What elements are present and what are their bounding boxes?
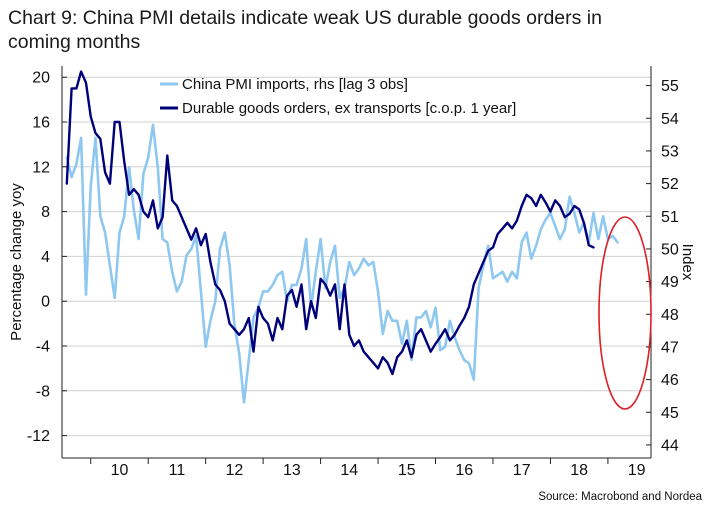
y-tick-label: 8 xyxy=(41,204,50,221)
y2-tick-label: 46 xyxy=(661,372,679,389)
y-tick-label: -12 xyxy=(27,428,50,445)
y2-tick-label: 53 xyxy=(661,143,679,160)
series-lines xyxy=(65,70,619,404)
chart-title-line-1: Chart 9: China PMI details indicate weak… xyxy=(8,7,602,29)
y2-tick-label: 44 xyxy=(661,437,679,454)
series-line-durable-goods-orders xyxy=(65,70,595,376)
source-note: Source: Macrobond and Nordea xyxy=(538,491,702,503)
y2-tick-label: 47 xyxy=(661,339,679,356)
y2-tick-label: 52 xyxy=(661,176,679,193)
y2-tick-label: 48 xyxy=(661,307,679,324)
legend: China PMI imports, rhs [lag 3 obs] Durab… xyxy=(160,76,516,117)
y-tick-label: 4 xyxy=(41,249,50,266)
annotations xyxy=(598,216,652,410)
tick-labels: 20 16 12 8 4 0 -4 -8 -12 55 54 53 52 51 50 49 48 47 46 45 44… xyxy=(27,70,679,479)
y2-tick-label: 45 xyxy=(661,405,679,422)
y2-tick-label: 55 xyxy=(661,78,679,95)
x-tick-label: 15 xyxy=(398,462,416,479)
highlight-ellipse xyxy=(598,216,652,410)
y2-tick-label: 54 xyxy=(661,111,679,128)
legend-label-china-pmi-imports: China PMI imports, rhs [lag 3 obs] xyxy=(182,76,408,93)
x-tick-label: 18 xyxy=(570,462,588,479)
x-tick-label: 11 xyxy=(169,462,186,479)
y-axis-label: Percentage change yoy xyxy=(8,183,25,341)
y-tick-label: -4 xyxy=(36,339,50,356)
x-tick-label: 14 xyxy=(340,462,358,479)
x-tick-label: 13 xyxy=(283,462,301,479)
y-tick-label: 20 xyxy=(32,70,50,87)
y-tick-label: 16 xyxy=(32,115,50,132)
x-tick-label: 16 xyxy=(455,462,473,479)
series-line-china-pmi-imports xyxy=(65,123,619,404)
legend-label-durable-goods-orders: Durable goods orders, ex transports [c.o… xyxy=(182,100,516,117)
x-tick-label: 17 xyxy=(513,462,531,479)
y2-tick-label: 51 xyxy=(661,209,679,226)
y2-axis-label: Index xyxy=(679,244,696,281)
x-tick-label: 10 xyxy=(111,462,129,479)
x-tick-label: 12 xyxy=(225,462,243,479)
x-tick-label: 19 xyxy=(628,462,646,479)
y-tick-label: 0 xyxy=(41,294,50,311)
chart-title-line-2: coming months xyxy=(8,31,140,53)
axes xyxy=(61,66,652,464)
y-tick-label: 12 xyxy=(32,159,50,176)
y-tick-label: -8 xyxy=(36,383,50,400)
y2-tick-label: 50 xyxy=(661,241,679,258)
y2-tick-label: 49 xyxy=(661,274,679,291)
gridlines xyxy=(62,76,651,437)
